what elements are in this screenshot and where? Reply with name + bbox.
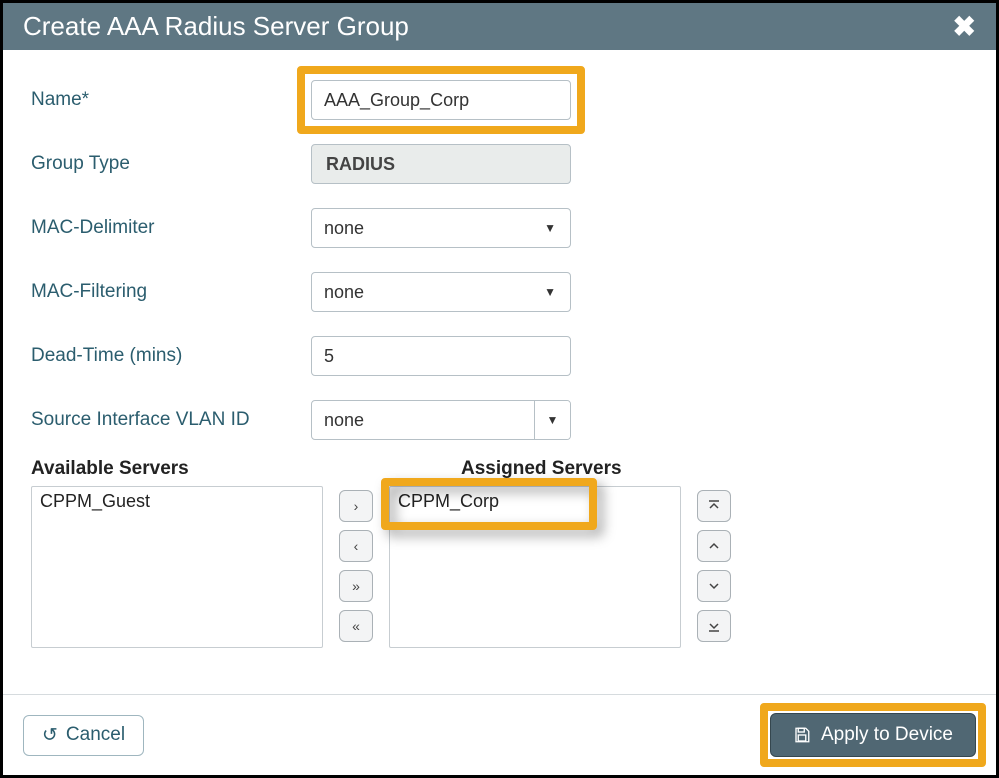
- group-type-field: RADIUS: [311, 144, 571, 184]
- move-down-button[interactable]: [697, 570, 731, 602]
- mac-delimiter-value: none: [324, 218, 364, 239]
- dead-time-input[interactable]: [311, 336, 571, 376]
- dialog-title: Create AAA Radius Server Group: [23, 11, 409, 42]
- row-name: Name*: [31, 80, 972, 120]
- chevron-down-icon[interactable]: ▼: [534, 401, 570, 439]
- mac-filtering-select[interactable]: none ▼: [311, 272, 571, 312]
- mac-filtering-value: none: [324, 282, 364, 303]
- row-dead-time: Dead-Time (mins): [31, 336, 972, 376]
- apply-to-device-button[interactable]: Apply to Device: [770, 713, 976, 757]
- move-top-button[interactable]: [697, 490, 731, 522]
- available-servers-listbox[interactable]: CPPM_Guest: [31, 486, 323, 648]
- move-left-button[interactable]: ‹: [339, 530, 373, 562]
- chevron-down-icon: ▼: [544, 221, 556, 235]
- row-mac-delimiter: MAC-Delimiter none ▼: [31, 208, 972, 248]
- dual-list: CPPM_Guest › ‹ » « CPPM_Corp: [31, 486, 972, 648]
- highlight-apply: Apply to Device: [770, 713, 976, 757]
- undo-icon: ↻: [42, 724, 58, 747]
- dialog-body: Name* Group Type RADIUS MAC-Delimiter no…: [3, 50, 996, 694]
- move-bottom-button[interactable]: [697, 610, 731, 642]
- assigned-servers-listbox[interactable]: CPPM_Corp: [389, 486, 681, 648]
- titlebar: Create AAA Radius Server Group ✖: [3, 3, 996, 50]
- label-dead-time: Dead-Time (mins): [31, 345, 311, 367]
- chevron-down-icon: ▼: [544, 285, 556, 299]
- move-all-left-button[interactable]: «: [339, 610, 373, 642]
- highlight-name: [311, 80, 571, 120]
- close-icon[interactable]: ✖: [953, 13, 976, 41]
- label-source-vlan: Source Interface VLAN ID: [31, 409, 311, 431]
- row-source-vlan: Source Interface VLAN ID none ▼: [31, 400, 972, 440]
- row-mac-filtering: MAC-Filtering none ▼: [31, 272, 972, 312]
- available-servers-label: Available Servers: [31, 458, 461, 480]
- dialog-footer: ↻ Cancel Apply to Device: [3, 694, 996, 775]
- apply-label: Apply to Device: [821, 724, 953, 746]
- cancel-button[interactable]: ↻ Cancel: [23, 715, 144, 756]
- list-item[interactable]: CPPM_Guest: [32, 487, 322, 516]
- assigned-servers-label: Assigned Servers: [461, 458, 622, 480]
- name-input[interactable]: [311, 80, 571, 120]
- modal-dialog: Create AAA Radius Server Group ✖ Name* G…: [0, 0, 999, 778]
- label-mac-delimiter: MAC-Delimiter: [31, 217, 311, 239]
- list-item[interactable]: CPPM_Corp: [390, 487, 680, 516]
- group-type-value: RADIUS: [326, 154, 395, 175]
- transfer-buttons: › ‹ » «: [339, 486, 373, 642]
- label-name: Name*: [31, 89, 311, 111]
- reorder-buttons: [697, 486, 731, 642]
- mac-delimiter-select[interactable]: none ▼: [311, 208, 571, 248]
- assigned-servers-wrap: CPPM_Corp: [389, 486, 681, 648]
- label-mac-filtering: MAC-Filtering: [31, 281, 311, 303]
- move-up-button[interactable]: [697, 530, 731, 562]
- move-all-right-button[interactable]: »: [339, 570, 373, 602]
- source-vlan-combo[interactable]: none ▼: [311, 400, 571, 440]
- save-icon: [793, 726, 811, 744]
- dual-list-header: Available Servers Assigned Servers: [31, 458, 972, 480]
- row-group-type: Group Type RADIUS: [31, 144, 972, 184]
- move-right-button[interactable]: ›: [339, 490, 373, 522]
- source-vlan-value: none: [312, 401, 534, 439]
- label-group-type: Group Type: [31, 153, 311, 175]
- cancel-label: Cancel: [66, 724, 125, 746]
